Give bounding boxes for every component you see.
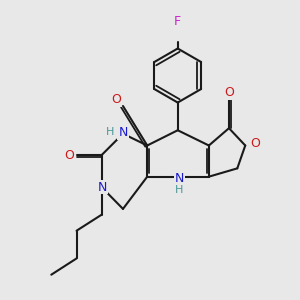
Text: H: H [106,127,114,137]
Text: O: O [64,149,74,162]
Text: O: O [224,86,234,99]
Text: N: N [174,172,184,184]
Text: H: H [175,185,183,195]
Text: F: F [174,15,181,28]
Text: O: O [251,137,261,150]
Text: O: O [111,93,121,106]
Text: N: N [98,181,108,194]
Text: N: N [118,126,128,139]
